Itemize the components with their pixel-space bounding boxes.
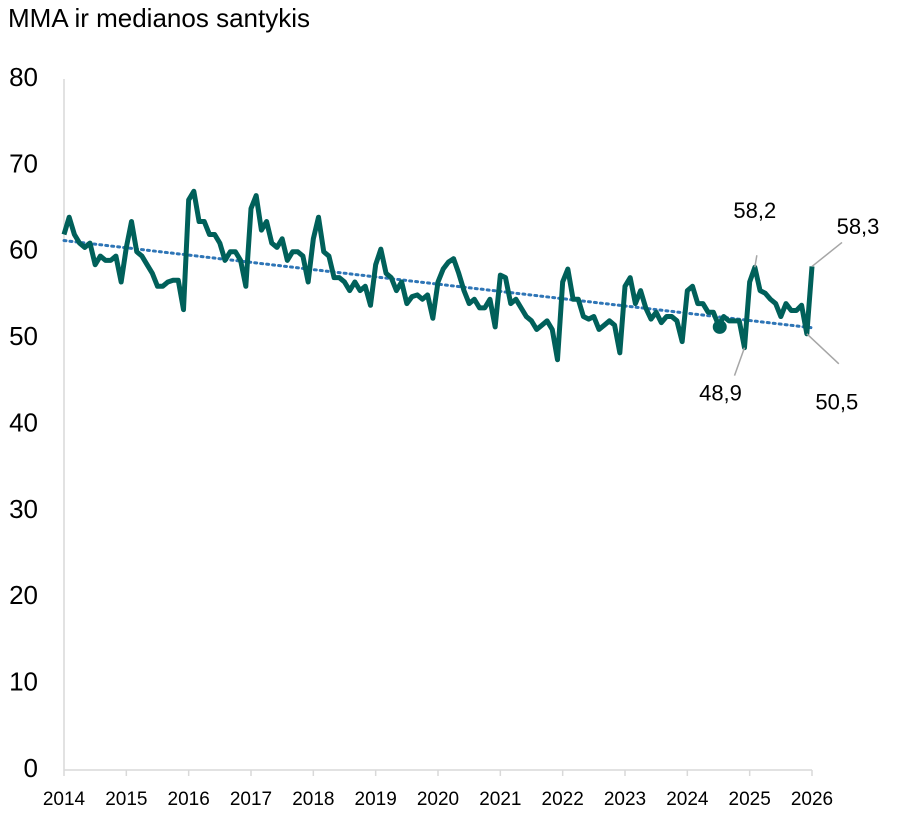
x-tick-label: 2025 — [729, 789, 771, 810]
leader-line — [811, 241, 843, 268]
y-tick-label: 80 — [9, 62, 38, 92]
x-tick-label: 2023 — [604, 789, 646, 810]
annotation: 48,9 — [699, 380, 742, 405]
y-tick-label: 40 — [9, 407, 38, 437]
annotation: 58,3 — [837, 214, 880, 239]
x-tick-label: 2014 — [43, 789, 86, 810]
y-tick-label: 60 — [9, 235, 38, 265]
y-tick-label: 50 — [9, 321, 38, 351]
x-tick-label: 2016 — [168, 789, 210, 810]
marker — [712, 319, 727, 334]
x-tick-label: 2015 — [105, 789, 147, 810]
y-tick-label: 30 — [9, 494, 38, 524]
x-tick-label: 2024 — [666, 789, 709, 810]
x-tick-label: 2021 — [479, 789, 521, 810]
x-tick-label: 2020 — [417, 789, 459, 810]
x-tick-label: 2019 — [355, 789, 397, 810]
series-line — [61, 188, 815, 363]
y-tick-label: 0 — [24, 753, 38, 783]
y-tick-label: 10 — [9, 667, 38, 697]
y-tick-label: 20 — [9, 580, 38, 610]
x-tick-label: 2022 — [542, 789, 584, 810]
leader-line — [806, 333, 840, 365]
chart-title: MMA ir medianos santykis — [8, 3, 310, 33]
annotation: 58,2 — [733, 198, 776, 223]
y-tick-label: 70 — [9, 148, 38, 178]
x-tick-label: 2017 — [230, 789, 272, 810]
leader-line — [733, 347, 746, 376]
leader-line — [754, 255, 758, 268]
x-tick-label: 2018 — [292, 789, 334, 810]
x-tick-label: 2026 — [791, 789, 833, 810]
annotation: 50,5 — [815, 390, 858, 415]
